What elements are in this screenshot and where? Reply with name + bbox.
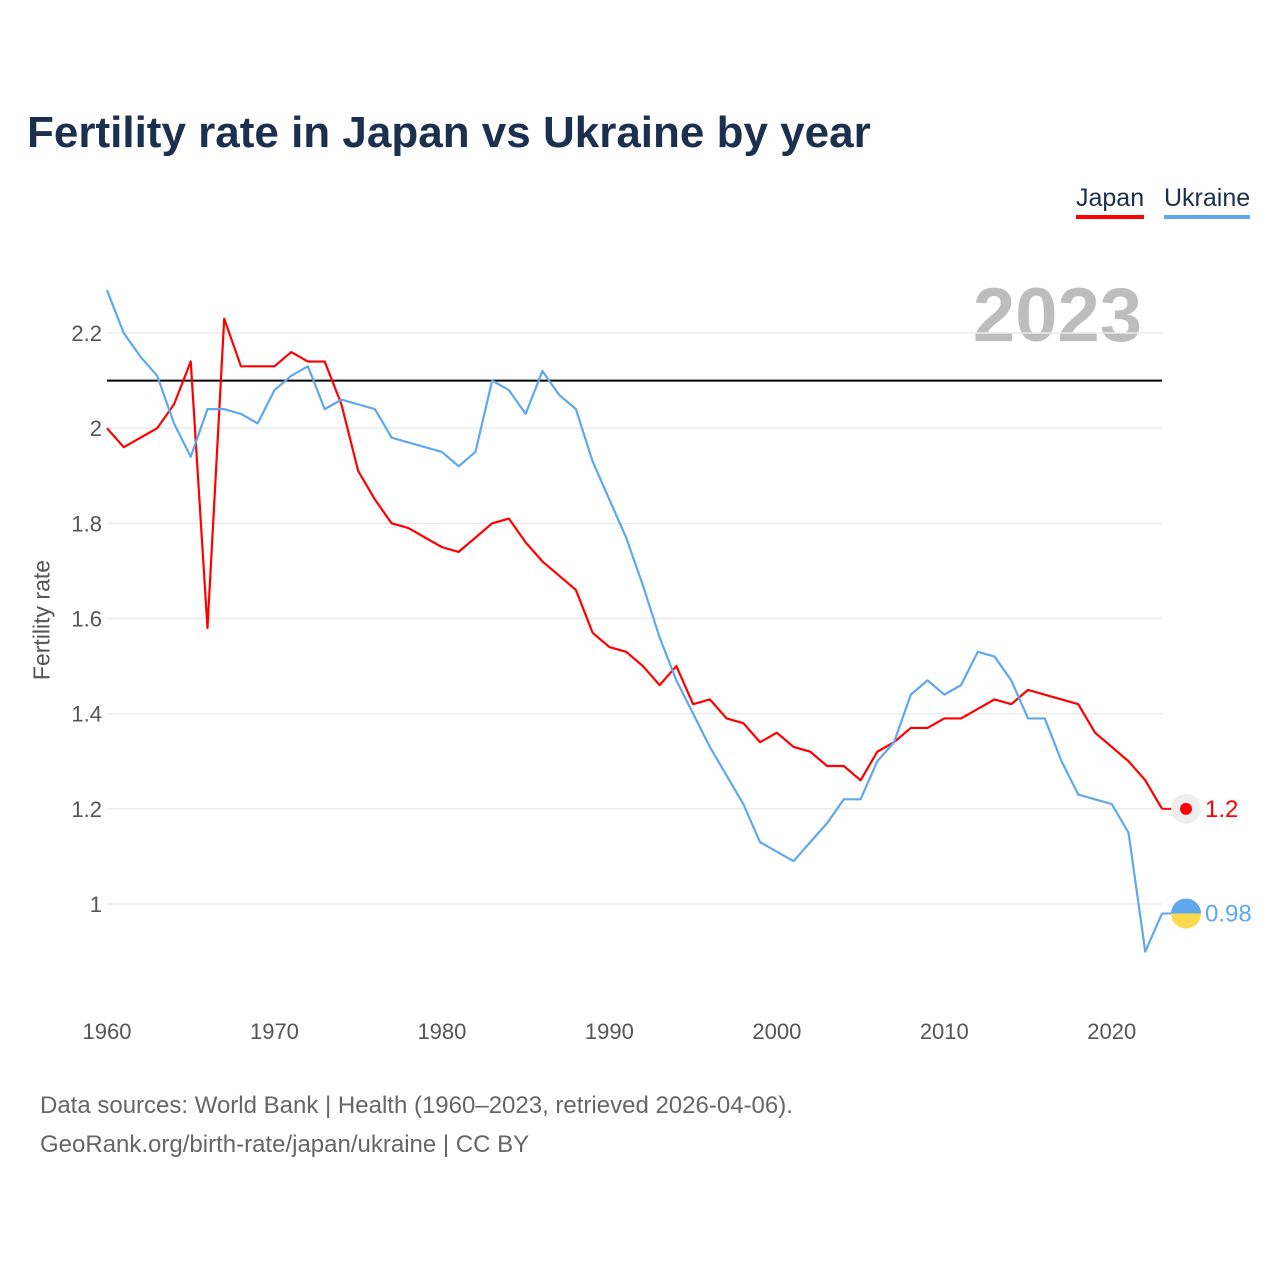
- end-value-label: 0.98: [1205, 901, 1252, 928]
- legend-japan[interactable]: Japan: [1076, 184, 1145, 219]
- y-tick-label: 2: [90, 416, 102, 441]
- footer: Data sources: World Bank | Health (1960–…: [40, 1086, 793, 1164]
- attribution-link[interactable]: GeoRank.org/birth-rate/japan/ukraine | C…: [40, 1131, 530, 1158]
- series-line-ukraine: [105, 289, 1164, 953]
- y-tick-label: 1: [90, 892, 102, 917]
- y-tick-label: 1.2: [71, 797, 102, 822]
- x-tick-label: 2020: [1087, 1019, 1136, 1044]
- y-tick-label: 1.6: [71, 607, 102, 632]
- x-tick-label: 2000: [752, 1019, 801, 1044]
- year-label: 2023: [972, 273, 1142, 358]
- y-tick-label: 1.4: [71, 702, 102, 727]
- x-tick-label: 1970: [250, 1019, 299, 1044]
- japan-marker-icon: [1180, 802, 1192, 815]
- series-line-japan: [106, 317, 1163, 810]
- y-tick-label: 2.2: [71, 321, 102, 346]
- ukraine-flag-top-icon: [1171, 898, 1201, 914]
- x-tick-label: 1960: [83, 1019, 132, 1044]
- end-value-label: 1.2: [1205, 796, 1238, 823]
- ukraine-flag-bottom-icon: [1171, 913, 1201, 929]
- x-tick-label: 1990: [585, 1019, 634, 1044]
- x-tick-label: 1980: [417, 1019, 466, 1044]
- x-tick-label: 2010: [920, 1019, 969, 1044]
- legend-ukraine[interactable]: Ukraine: [1164, 184, 1251, 219]
- y-tick-label: 1.8: [71, 511, 102, 536]
- chart-title: Fertility rate in Japan vs Ukraine by ye…: [27, 108, 871, 157]
- data-source-text: Data sources: World Bank | Health (1960–…: [40, 1092, 793, 1119]
